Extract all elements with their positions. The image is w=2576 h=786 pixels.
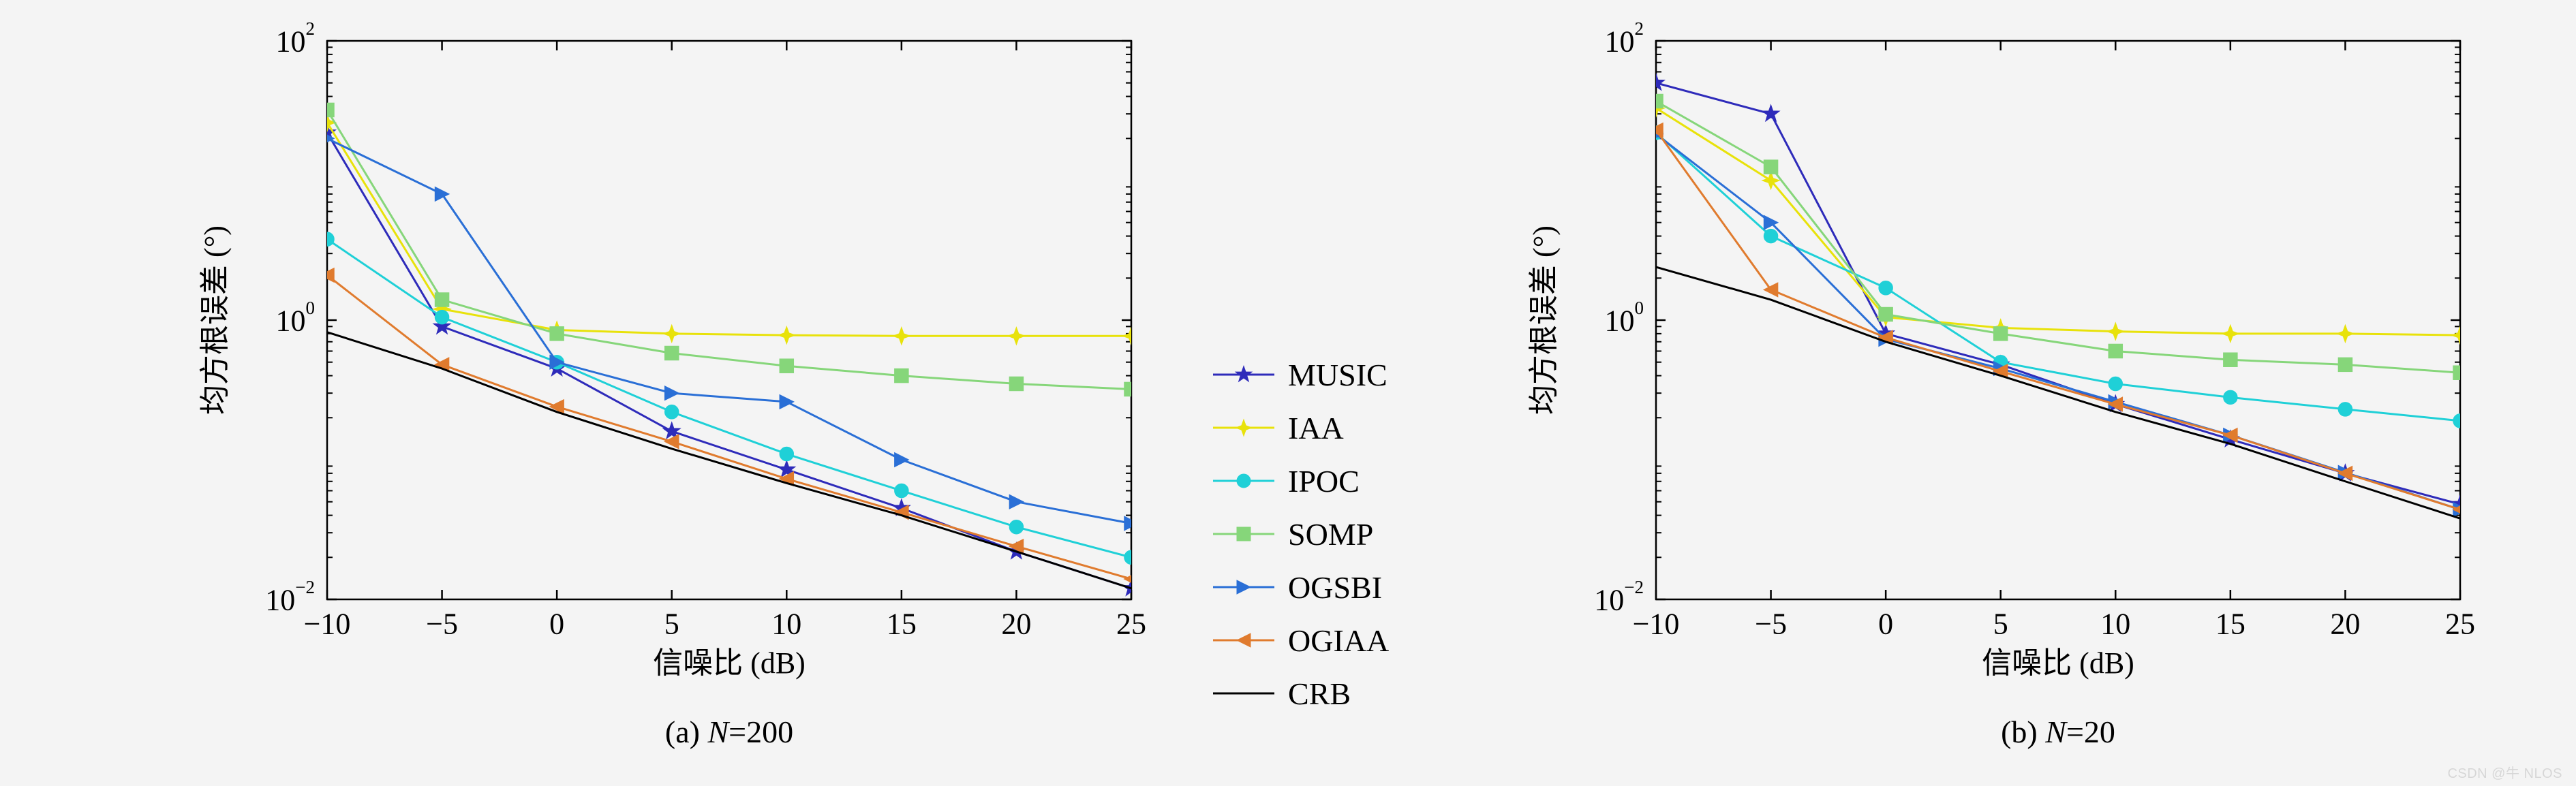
legend-marker-SOMP [1237, 527, 1251, 541]
marker-SOMP [895, 369, 908, 383]
marker-IPOC [1009, 520, 1023, 534]
marker-SOMP [1009, 377, 1023, 390]
marker-IPOC [2109, 377, 2122, 390]
x-tick-label: 10 [771, 608, 801, 641]
x-tick-label: 10 [2100, 608, 2130, 641]
marker-SOMP [780, 359, 793, 373]
legend-marker-IPOC [1237, 474, 1251, 488]
marker-SOMP [435, 293, 449, 306]
x-tick-label: −10 [1633, 608, 1680, 641]
x-axis-label: 信噪比 (dB) [1982, 646, 2134, 680]
x-axis-label: 信噪比 (dB) [653, 646, 806, 680]
x-tick-label: −5 [1755, 608, 1787, 641]
marker-SOMP [2224, 353, 2237, 366]
x-tick-label: 5 [664, 608, 679, 641]
marker-SOMP [665, 346, 679, 360]
marker-IPOC [435, 311, 449, 324]
panel-caption: (a) N=200 [665, 714, 793, 749]
legend-label-CRB: CRB [1288, 676, 1351, 711]
panel-caption: (b) N=20 [2001, 714, 2115, 749]
x-tick-label: 25 [2445, 608, 2475, 641]
x-tick-label: 25 [1116, 608, 1146, 641]
marker-IPOC [1764, 230, 1778, 243]
y-axis-label: 均方根误差 (°) [198, 225, 232, 415]
y-axis-label: 均方根误差 (°) [1527, 225, 1561, 415]
marker-SOMP [2338, 358, 2352, 371]
figure-svg: −10−5051015202510−2100102信噪比 (dB)均方根误差 (… [0, 0, 2576, 786]
marker-IPOC [1879, 281, 1892, 295]
x-tick-label: −10 [304, 608, 351, 641]
marker-IPOC [2338, 403, 2352, 416]
x-tick-label: 20 [2330, 608, 2360, 641]
x-tick-label: 15 [2215, 608, 2245, 641]
legend-label-OGIAA: OGIAA [1288, 623, 1389, 658]
marker-SOMP [1764, 160, 1778, 174]
watermark: CSDN @牛 NLOS [2447, 762, 2562, 782]
legend-label-MUSIC: MUSIC [1288, 358, 1387, 392]
x-tick-label: 5 [1993, 608, 2008, 641]
legend-label-SOMP: SOMP [1288, 517, 1373, 552]
x-tick-label: 15 [887, 608, 917, 641]
legend-label-IPOC: IPOC [1288, 464, 1360, 499]
legend-label-OGSBI: OGSBI [1288, 570, 1382, 605]
legend-label-IAA: IAA [1288, 411, 1344, 445]
figure-root: −10−5051015202510−2100102信噪比 (dB)均方根误差 (… [0, 0, 2576, 786]
x-tick-label: 0 [549, 608, 564, 641]
marker-IPOC [780, 447, 793, 461]
x-tick-label: −5 [426, 608, 458, 641]
marker-IPOC [895, 484, 908, 497]
marker-IPOC [2224, 390, 2237, 404]
x-tick-label: 20 [1001, 608, 1031, 641]
marker-SOMP [1879, 308, 1892, 321]
marker-SOMP [1994, 327, 2008, 341]
marker-SOMP [550, 327, 564, 341]
x-tick-label: 0 [1878, 608, 1893, 641]
marker-IPOC [665, 405, 679, 419]
marker-SOMP [2109, 344, 2122, 358]
